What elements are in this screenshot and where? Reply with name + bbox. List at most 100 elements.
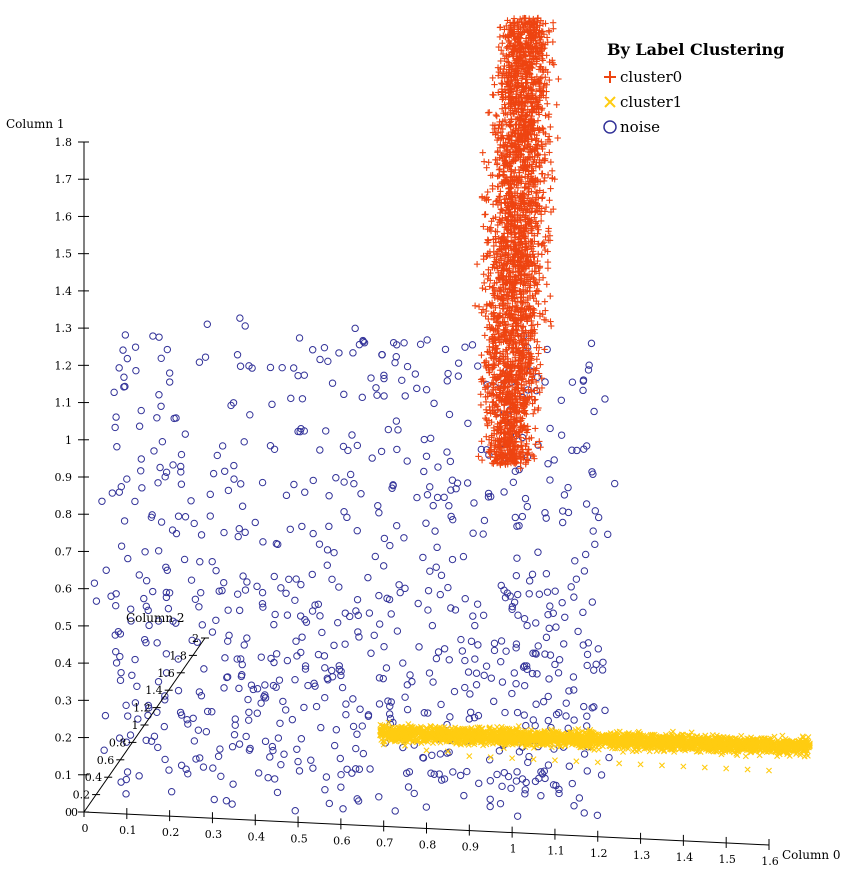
noise-point bbox=[500, 488, 508, 496]
noise-point bbox=[181, 513, 190, 521]
noise-point bbox=[454, 372, 463, 380]
cluster0-point bbox=[530, 410, 537, 417]
noise-point bbox=[451, 606, 460, 614]
noise-point bbox=[410, 789, 418, 798]
noise-point bbox=[320, 343, 329, 352]
noise-point bbox=[212, 616, 220, 624]
cluster0-point bbox=[498, 79, 505, 87]
noise-point bbox=[513, 768, 521, 776]
noise-point bbox=[401, 584, 409, 593]
noise-point bbox=[328, 575, 336, 584]
noise-point bbox=[246, 744, 254, 753]
noise-point bbox=[497, 581, 505, 590]
noise-point bbox=[445, 656, 453, 664]
noise-point bbox=[160, 722, 169, 731]
noise-point bbox=[534, 642, 542, 650]
noise-point bbox=[393, 627, 402, 635]
noise-point bbox=[437, 571, 446, 580]
noise-point bbox=[165, 369, 174, 377]
noise-point bbox=[223, 673, 232, 681]
noise-point bbox=[355, 765, 364, 773]
noise-point bbox=[98, 497, 106, 505]
noise-point bbox=[541, 650, 549, 658]
noise-point bbox=[216, 745, 224, 753]
noise-point bbox=[461, 656, 469, 665]
noise-point bbox=[472, 681, 481, 689]
noise-point bbox=[583, 650, 592, 659]
noise-point bbox=[426, 567, 434, 575]
cluster1-point bbox=[723, 765, 730, 772]
noise-point bbox=[147, 737, 156, 745]
noise-point bbox=[477, 445, 486, 454]
noise-point bbox=[379, 674, 387, 683]
noise-point bbox=[330, 641, 338, 650]
noise-point bbox=[508, 689, 516, 698]
cluster1-point bbox=[701, 764, 708, 771]
noise-point bbox=[423, 491, 432, 499]
noise-point bbox=[479, 530, 487, 538]
noise-point bbox=[268, 742, 277, 751]
noise-point bbox=[531, 777, 540, 786]
noise-point bbox=[386, 541, 394, 550]
noise-point bbox=[298, 633, 306, 641]
noise-point bbox=[550, 456, 558, 464]
noise-point bbox=[356, 705, 364, 713]
cluster1-points bbox=[377, 719, 813, 774]
noise-point bbox=[380, 374, 388, 383]
noise-point bbox=[375, 509, 383, 517]
noise-point bbox=[180, 555, 189, 564]
noise-point bbox=[364, 712, 373, 720]
noise-point bbox=[188, 636, 196, 645]
noise-point bbox=[528, 570, 537, 579]
noise-point bbox=[512, 640, 521, 648]
noise-point bbox=[297, 735, 306, 743]
noise-point bbox=[337, 770, 345, 779]
noise-point bbox=[570, 593, 578, 601]
noise-point bbox=[443, 377, 451, 385]
noise-point bbox=[112, 648, 120, 656]
noise-point bbox=[426, 483, 434, 491]
noise-point bbox=[588, 598, 597, 606]
noise-point bbox=[358, 393, 366, 402]
noise-point bbox=[340, 390, 348, 399]
noise-point bbox=[351, 765, 360, 773]
noise-point bbox=[102, 566, 110, 574]
noise-point bbox=[177, 711, 186, 719]
noise-point bbox=[233, 590, 242, 598]
noise-point bbox=[445, 502, 453, 510]
noise-point bbox=[266, 753, 274, 761]
noise-point bbox=[167, 788, 176, 796]
noise-point bbox=[244, 695, 252, 704]
noise-point bbox=[322, 427, 330, 435]
noise-point bbox=[228, 800, 236, 808]
noise-point bbox=[555, 709, 563, 717]
noise-point bbox=[292, 575, 300, 583]
noise-point bbox=[165, 378, 174, 386]
noise-point bbox=[341, 640, 349, 648]
noise-point bbox=[440, 493, 448, 502]
cluster0-point bbox=[491, 81, 498, 88]
noise-point bbox=[245, 362, 253, 370]
noise-point bbox=[155, 333, 163, 341]
noise-point bbox=[425, 669, 434, 677]
noise-point bbox=[177, 462, 185, 471]
noise-point bbox=[208, 557, 216, 566]
noise-point bbox=[419, 553, 427, 562]
noise-point bbox=[253, 709, 262, 717]
noise-point bbox=[144, 606, 152, 615]
noise-point bbox=[352, 744, 360, 753]
noise-point bbox=[177, 468, 185, 476]
noise-point bbox=[423, 336, 431, 344]
noise-point bbox=[197, 588, 205, 597]
noise-point bbox=[582, 500, 591, 508]
noise-point bbox=[135, 772, 143, 780]
noise-point bbox=[515, 748, 524, 756]
noise-point bbox=[403, 681, 412, 689]
noise-point bbox=[515, 522, 523, 530]
noise-point bbox=[154, 479, 162, 487]
noise-point bbox=[355, 633, 363, 641]
noise-point bbox=[121, 331, 130, 339]
noise-point bbox=[456, 771, 465, 780]
noise-point bbox=[565, 762, 574, 770]
